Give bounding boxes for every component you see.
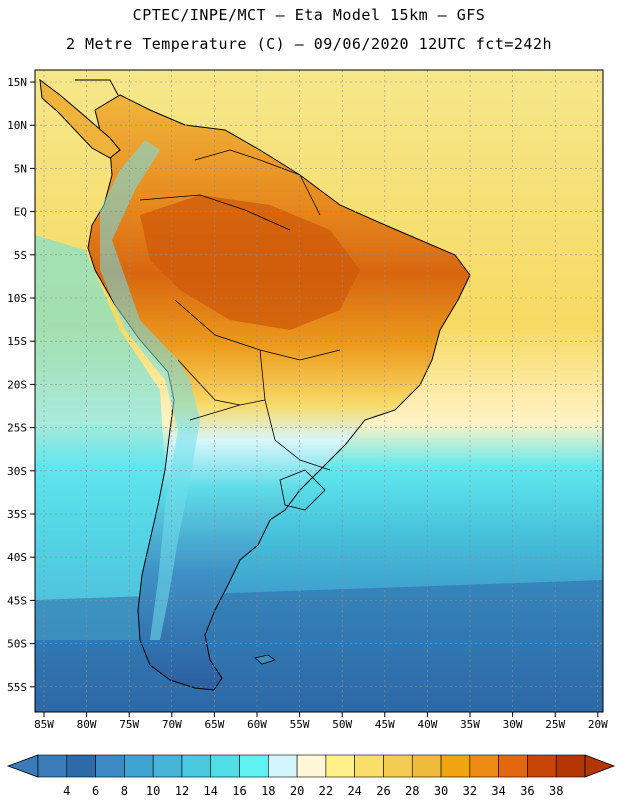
lon-label: 30W [503,718,523,731]
colorbar-swatch [268,754,298,778]
lon-label: 80W [77,718,97,731]
lon-label: 25W [545,718,565,731]
lat-label: 25S [7,422,27,435]
lon-label: 50W [332,718,352,731]
colorbar-tick-label: 20 [290,784,304,798]
lon-label: 35W [460,718,480,731]
colorbar-swatch [411,754,442,778]
colorbar-tick-label: 18 [261,784,275,798]
lat-label: 35S [7,508,27,521]
lon-label: 75W [119,718,139,731]
lat-label: 30S [7,465,27,478]
map-title: CPTEC/INPE/MCT – Eta Model 15km – GFS [132,6,486,24]
colorbar-swatch [124,754,154,778]
colorbar-tick-label: 24 [347,784,361,798]
colorbar-swatch [555,754,586,778]
colorbar-swatch [152,754,183,778]
lat-label: 45S [7,594,27,607]
colorbar: 4 6 8 10 12 14 16 18 20 22 24 26 28 30 32 34 36 38 [6,754,616,798]
colorbar-swatch [181,754,212,778]
colorbar-swatch [527,754,557,778]
colorbar-tick-label: 4 [63,784,70,798]
lat-label: 15N [7,76,27,89]
colorbar-tick-label: 12 [175,784,189,798]
lat-label: 50S [7,638,27,651]
map-subtitle: 2 Metre Temperature (C) – 09/06/2020 12U… [65,35,553,53]
colorbar-max-arrow [584,754,616,778]
colorbar-tick-label: 16 [232,784,246,798]
colorbar-swatch [354,754,384,778]
colorbar-swatch [498,754,528,778]
lat-label: 55S [7,681,27,694]
colorbar-tick-label: 22 [319,784,333,798]
lon-label: 60W [247,718,267,731]
colorbar-tick-label: 30 [434,784,448,798]
lat-label: 15S [7,335,27,348]
colorbar-min-arrow [6,754,39,778]
lon-label: 55W [290,718,310,731]
lat-label: 10S [7,292,27,305]
lon-label: 45W [375,718,395,731]
lat-label: 20S [7,378,27,391]
lat-label: EQ [14,206,27,219]
colorbar-tick-label: 8 [121,784,128,798]
colorbar-tick-label: 14 [204,784,218,798]
colorbar-swatch [210,754,240,778]
lat-label: 5N [14,162,27,175]
colorbar-swatch [440,754,471,778]
lat-label: 10N [7,119,27,132]
colorbar-swatch [95,754,125,778]
colorbar-tick-label: 32 [463,784,477,798]
colorbar-tick-label: 28 [405,784,419,798]
lon-label: 65W [204,718,224,731]
colorbar-tick-label: 38 [549,784,563,798]
colorbar-tick-label: 6 [92,784,99,798]
colorbar-swatch [66,754,96,778]
colorbar-swatch [469,754,499,778]
lon-label: 20W [588,718,608,731]
lat-label: 5S [14,249,27,262]
colorbar-tick-label: 10 [146,784,160,798]
colorbar-swatch [325,754,355,778]
colorbar-swatch [37,754,68,778]
colorbar-swatch [383,754,413,778]
lon-label: 70W [162,718,182,731]
colorbar-tick-label: 34 [491,784,505,798]
colorbar-tick-label: 36 [520,784,534,798]
lon-label: 85W [34,718,54,731]
lon-label: 40W [417,718,437,731]
lat-label: 40S [7,551,27,564]
colorbar-swatch [296,754,327,778]
colorbar-tick-label: 26 [376,784,390,798]
colorbar-swatch [239,754,269,778]
